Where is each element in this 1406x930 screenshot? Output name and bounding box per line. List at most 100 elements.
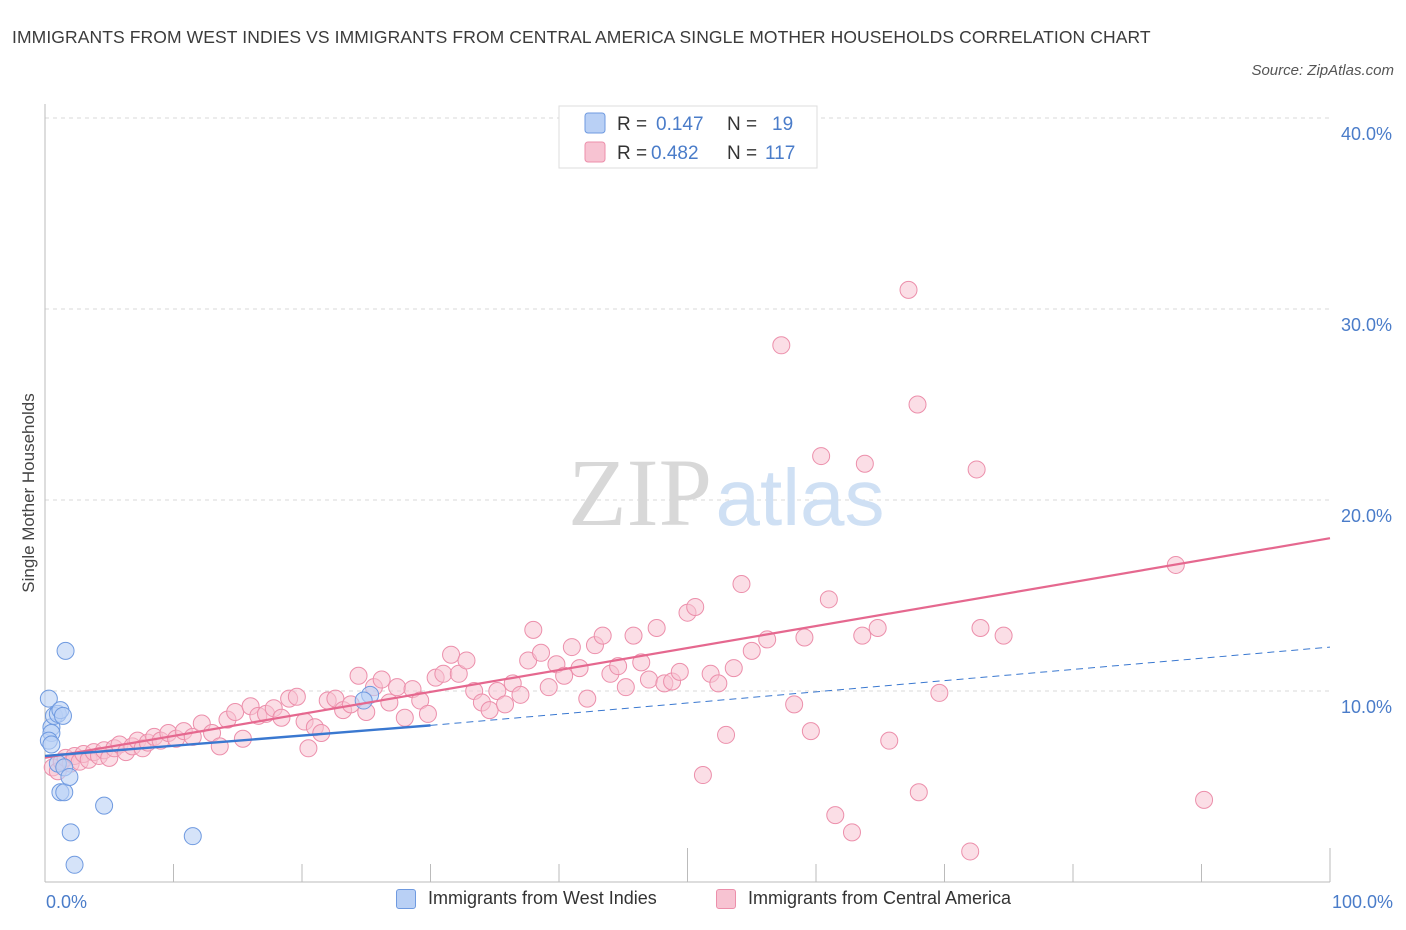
x-tick-labels: 0.0% 100.0% xyxy=(46,892,1393,912)
chart-title: IMMIGRANTS FROM WEST INDIES VS IMMIGRANT… xyxy=(12,27,1151,47)
bottom-legend-central-america: Immigrants from Central America xyxy=(716,888,1011,909)
bottom-legend-label-central-america: Immigrants from Central America xyxy=(748,888,1012,908)
point-central-america-30 xyxy=(226,703,245,722)
trendline-west-indies-dashed xyxy=(430,646,1331,726)
legend-r-value-1: 0.147 xyxy=(656,114,704,135)
point-central-america-53 xyxy=(395,708,414,727)
point-central-america-77 xyxy=(578,689,597,708)
point-central-america-112 xyxy=(899,280,918,299)
point-central-america-97 xyxy=(732,575,751,594)
point-central-america-65 xyxy=(488,682,507,700)
point-central-america-91 xyxy=(686,597,705,616)
bottom-legend: Immigrants from West Indies Immigrants f… xyxy=(0,888,1406,918)
point-central-america-121 xyxy=(1195,790,1214,809)
point-central-america-75 xyxy=(562,638,581,657)
point-west-indies-8 xyxy=(53,706,72,725)
point-central-america-102 xyxy=(795,628,814,647)
point-central-america-98 xyxy=(742,641,761,660)
point-central-america-61 xyxy=(457,651,476,670)
watermark-zip: ZIP xyxy=(568,439,712,546)
bottom-legend-swatch-west-indies xyxy=(396,888,416,909)
point-central-america-109 xyxy=(855,454,874,473)
point-central-america-100 xyxy=(772,336,791,355)
point-west-indies-4 xyxy=(42,735,61,754)
legend-r-label-2: R = xyxy=(617,143,647,164)
point-central-america-116 xyxy=(961,842,980,861)
x-tick-label-min: 0.0% xyxy=(46,892,87,912)
source-label: Source: ZipAtlas.com xyxy=(1251,62,1394,79)
point-west-indies-18 xyxy=(56,641,75,660)
point-central-america-110 xyxy=(868,618,887,637)
bottom-legend-label-west-indies: Immigrants from West Indies xyxy=(428,888,657,908)
point-central-america-94 xyxy=(709,674,728,693)
point-west-indies-12 xyxy=(55,783,74,802)
point-central-america-58 xyxy=(434,664,453,683)
point-central-america-104 xyxy=(812,447,831,466)
point-central-america-38 xyxy=(287,687,306,706)
point-central-america-40 xyxy=(299,739,318,758)
axes xyxy=(44,104,1331,883)
legend-r-value-2: 0.482 xyxy=(651,143,699,164)
y-tick-label-3: 40.0% xyxy=(1341,124,1392,144)
point-central-america-68 xyxy=(511,685,530,704)
point-central-america-111 xyxy=(880,731,899,750)
point-central-america-83 xyxy=(624,626,643,645)
point-central-america-96 xyxy=(724,659,743,678)
point-central-america-106 xyxy=(826,806,845,825)
y-tick-labels: 10.0% 20.0% 30.0% 40.0% xyxy=(1341,124,1392,717)
point-central-america-113 xyxy=(908,395,927,414)
point-west-indies-14 xyxy=(61,823,80,842)
legend-n-value-2: 117 xyxy=(765,143,795,164)
point-central-america-47 xyxy=(349,666,368,685)
point-central-america-82 xyxy=(616,678,635,697)
x-tick-label-max: 100.0% xyxy=(1332,892,1393,912)
y-tick-label-2: 30.0% xyxy=(1341,315,1392,335)
point-central-america-79 xyxy=(593,626,612,645)
point-central-america-55 xyxy=(411,691,430,710)
point-central-america-101 xyxy=(785,695,804,714)
point-central-america-66 xyxy=(496,695,515,714)
y-tick-label-1: 20.0% xyxy=(1341,506,1392,526)
watermark-atlas: atlas xyxy=(716,453,885,542)
series-central-america-points xyxy=(43,280,1214,861)
point-west-indies-15 xyxy=(65,855,84,874)
point-central-america-60 xyxy=(449,664,468,683)
point-central-america-119 xyxy=(994,626,1013,645)
point-central-america-50 xyxy=(372,670,391,689)
trendline-west-indies-solid xyxy=(44,724,431,758)
legend-swatch-west-indies xyxy=(584,112,606,134)
point-central-america-64 xyxy=(480,701,499,720)
point-west-indies-16 xyxy=(95,796,114,815)
legend-swatch-central-america xyxy=(584,141,606,163)
point-west-indies-20 xyxy=(354,691,373,710)
bottom-legend-west-indies: Immigrants from West Indies xyxy=(396,888,657,909)
y-axis-label: Single Mother Households xyxy=(19,393,38,592)
point-west-indies-13 xyxy=(60,767,79,786)
point-central-america-95 xyxy=(717,725,736,744)
point-central-america-107 xyxy=(842,823,861,842)
point-central-america-108 xyxy=(853,626,872,645)
point-central-america-74 xyxy=(555,666,574,685)
legend-r-label-1: R = xyxy=(617,114,647,135)
point-west-indies-17 xyxy=(183,827,202,846)
point-central-america-52 xyxy=(388,678,407,697)
point-central-america-92 xyxy=(693,766,712,785)
point-central-america-84 xyxy=(632,653,651,672)
legend-n-label-2: N = xyxy=(727,143,757,164)
point-central-america-115 xyxy=(930,683,949,702)
point-central-america-56 xyxy=(418,704,437,723)
y-tick-label-0: 10.0% xyxy=(1341,697,1392,717)
point-central-america-118 xyxy=(971,618,990,637)
point-central-america-70 xyxy=(524,620,543,639)
legend-n-value-1: 19 xyxy=(772,114,793,135)
point-central-america-103 xyxy=(801,722,820,741)
bottom-legend-swatch-central-america xyxy=(716,888,736,909)
point-central-america-117 xyxy=(967,460,986,479)
point-central-america-81 xyxy=(609,657,628,676)
legend: R = 0.147 N = 19 R = 0.482 N = 117 xyxy=(558,105,818,169)
series-west-indies-points xyxy=(39,641,380,874)
trendlines xyxy=(44,537,1331,759)
point-central-america-71 xyxy=(532,643,551,662)
trendline-central-america xyxy=(44,537,1331,759)
